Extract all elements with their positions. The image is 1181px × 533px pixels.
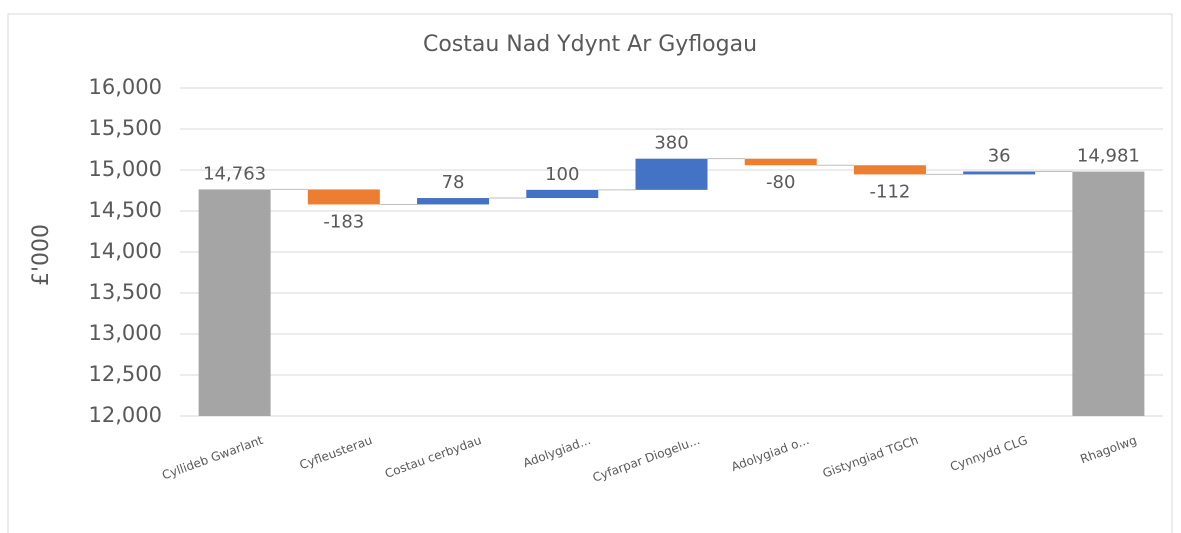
bar (526, 189, 599, 199)
data-label: 36 (988, 145, 1011, 166)
bar (417, 198, 490, 205)
data-label: 14,763 (203, 163, 266, 184)
y-tick-label: 16,000 (89, 75, 162, 99)
y-tick-label: 12,500 (89, 362, 162, 386)
chart-title: Costau Nad Ydynt Ar Gyflogau (423, 32, 757, 57)
data-label: -112 (870, 181, 911, 202)
data-label: 380 (654, 133, 688, 154)
y-axis-label: £'000 (29, 224, 54, 286)
y-tick-label: 14,500 (89, 198, 162, 222)
bar (635, 158, 708, 190)
bar (853, 165, 926, 175)
y-tick-label: 15,000 (89, 157, 162, 181)
bar (307, 189, 380, 205)
y-tick-label: 14,000 (89, 239, 162, 263)
data-label: -80 (766, 172, 795, 193)
data-label: 78 (442, 172, 465, 193)
y-tick-label: 15,500 (89, 116, 162, 140)
bar (1072, 171, 1145, 416)
y-tick-label: 13,000 (89, 321, 162, 345)
y-tick-label: 13,500 (89, 280, 162, 304)
bar (963, 171, 1036, 175)
bar (198, 189, 271, 416)
data-label: 14,981 (1077, 146, 1140, 167)
y-tick-label: 12,000 (89, 403, 162, 427)
data-label: 100 (545, 164, 579, 185)
data-label: -183 (323, 211, 364, 232)
bar (744, 158, 817, 166)
